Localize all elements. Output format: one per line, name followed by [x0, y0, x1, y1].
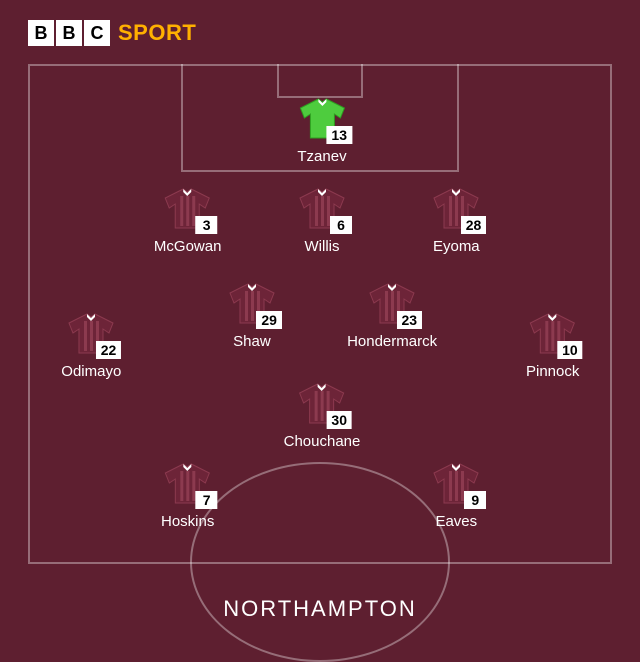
player-number: 3	[196, 216, 218, 234]
player-name: Pinnock	[526, 363, 579, 380]
shirt-icon: 23	[368, 281, 416, 325]
player-chouchane: 30 Chouchane	[284, 381, 361, 450]
player-number: 30	[326, 411, 352, 429]
logo-b1: B	[28, 20, 54, 46]
player-hondermarck: 23 Hondermarck	[347, 281, 437, 350]
player-number: 28	[461, 216, 487, 234]
shirt-icon: 10	[529, 311, 577, 355]
player-number: 6	[330, 216, 352, 234]
player-number: 22	[96, 341, 122, 359]
player-name: Shaw	[233, 333, 271, 350]
player-number: 7	[196, 491, 218, 509]
shirt-icon: 3	[164, 186, 212, 230]
shirt-icon: 7	[164, 461, 212, 505]
player-tzanev: 13 Tzanev	[297, 96, 346, 165]
player-number: 23	[397, 311, 423, 329]
player-name: Willis	[305, 238, 340, 255]
team-name: NORTHAMPTON	[0, 596, 640, 622]
player-name: Odimayo	[61, 363, 121, 380]
pitch: 13 Tzanev 3 McGowan 6 Willis 28	[28, 64, 612, 564]
shirt-icon: 30	[298, 381, 346, 425]
player-number: 9	[464, 491, 486, 509]
player-shaw: 29 Shaw	[228, 281, 276, 350]
center-circle	[190, 462, 450, 662]
logo-sport: SPORT	[118, 20, 196, 46]
player-hoskins: 7 Hoskins	[161, 461, 214, 530]
player-name: McGowan	[154, 238, 222, 255]
shirt-icon: 22	[67, 311, 115, 355]
shirt-icon: 13	[298, 96, 346, 140]
player-name: Hoskins	[161, 513, 214, 530]
bbc-sport-logo: B B C SPORT	[28, 20, 196, 46]
shirt-icon: 28	[432, 186, 480, 230]
shirt-icon: 6	[298, 186, 346, 230]
player-number: 13	[326, 126, 352, 144]
logo-b3: C	[84, 20, 110, 46]
player-eaves: 9 Eaves	[432, 461, 480, 530]
logo-b2: B	[56, 20, 82, 46]
logo-blocks: B B C	[28, 20, 110, 46]
shirt-icon: 9	[432, 461, 480, 505]
player-number: 29	[256, 311, 282, 329]
player-name: Eaves	[435, 513, 477, 530]
player-name: Chouchane	[284, 433, 361, 450]
player-number: 10	[557, 341, 583, 359]
player-eyoma: 28 Eyoma	[432, 186, 480, 255]
player-name: Hondermarck	[347, 333, 437, 350]
player-name: Tzanev	[297, 148, 346, 165]
player-mcgowan: 3 McGowan	[154, 186, 222, 255]
player-pinnock: 10 Pinnock	[526, 311, 579, 380]
player-name: Eyoma	[433, 238, 480, 255]
shirt-icon: 29	[228, 281, 276, 325]
player-odimayo: 22 Odimayo	[61, 311, 121, 380]
player-willis: 6 Willis	[298, 186, 346, 255]
